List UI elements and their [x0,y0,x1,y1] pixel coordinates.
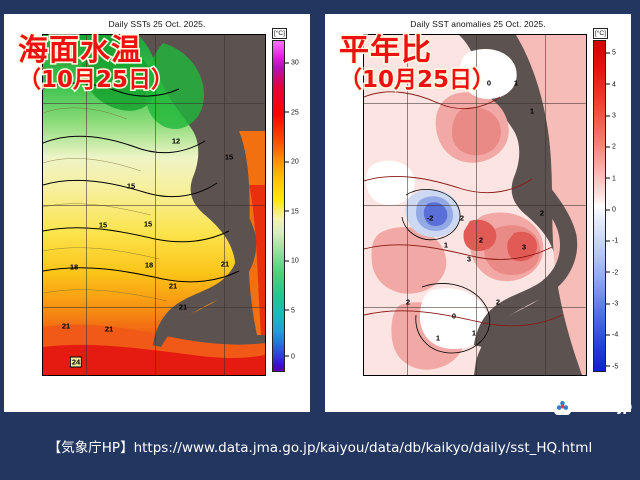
panel-anomaly: Daily SST anomalies 25 Oct. 2025. [325,14,631,412]
source-url-text: 【気象庁HP】https://www.data.jma.go.jp/kaiyou… [47,440,593,456]
cbar-tick-label: 5 [291,307,295,315]
cbar-tick-label: 0 [291,353,295,361]
cbar-tick-label: 3 [612,112,616,120]
anomaly-contour-label: 1 [529,106,535,116]
anomaly-contour-label: 1 [435,333,441,343]
panel-sst-title: Daily SSTs 25 Oct. 2025. [108,19,206,29]
anomaly-contour-label: 0 [486,78,492,88]
anomaly-contour-label: -2 [426,213,434,223]
anomaly-contour-label: 3 [466,254,472,264]
cbar-tick-label: 10 [291,257,299,265]
sst-colorbar-ticks: 30 25 20 15 10 5 0 [285,40,307,370]
anomaly-colorbar-ticks: 5 4 3 2 1 0 -1 -2 -3 -4 -5 [606,40,628,370]
anomaly-contour-label: 2 [495,297,501,307]
sst-contour-label: 21 [61,321,71,331]
anomaly-contour-label: 1 [471,328,477,338]
anomaly-colorbar-gradient [593,40,606,372]
anomaly-contour-label: 3 [521,242,527,252]
cbar-tick-label: 5 [612,49,616,57]
panel-anomaly-title: Daily SST anomalies 25 Oct. 2025. [410,19,546,29]
tenki-logo[interactable]: tenki.jp [553,398,632,415]
sst-map-plot: 45°N 40°N 35°N 130°E 135°E 140°E 12 15 1… [42,34,266,376]
anomaly-contour-label: 2 [478,235,484,245]
anomaly-contour-label: 2 [539,208,545,218]
cbar-tick-label: 2 [612,143,616,151]
cbar-tick-label: -4 [612,331,619,339]
sst-contour-label: 12 [171,136,181,146]
sst-contour-label: 24 [69,356,83,368]
sst-contour-label: 18 [69,262,79,272]
anomaly-contour-label: 1 [443,240,449,250]
cbar-tick-label: 1 [612,175,616,183]
anomaly-map-plot: 45°N 40°N 35°N 130°E 135°E 140°E 0 1 1 1… [363,34,587,376]
sst-colorbar-unit: [°C] [272,28,287,39]
cbar-tick-label: -5 [612,363,619,371]
cbar-tick-label: -1 [612,237,619,245]
maps-container: Daily SSTs 25 Oct. 2025. [0,14,640,414]
sst-colorbar: [°C] 30 25 20 15 10 5 0 [272,28,307,372]
sst-contour-label: 15 [126,181,136,191]
anomaly-contour-label: 0 [451,311,457,321]
cbar-tick-label: 15 [291,208,299,216]
anomaly-colorbar-unit: [°C] [593,28,608,39]
tenki-logo-text: tenki.jp [573,398,632,415]
anomaly-colorbar: [°C] 5 4 3 2 1 0 -1 -2 -3 -4 -5 [593,28,628,372]
cbar-tick-label: -2 [612,269,619,277]
sst-contour-label: 18 [144,260,154,270]
cbar-tick-label: 0 [612,206,616,214]
footer: tenki.jp 【気象庁HP】https://www.data.jma.go.… [0,398,640,480]
sst-contour-label: 21 [104,324,114,334]
sst-contour-label: 21 [168,281,178,291]
anomaly-contour-label: 2 [459,213,465,223]
cbar-tick-label: 30 [291,59,299,67]
sst-contour-label: 15 [224,152,234,162]
sst-colorbar-gradient [272,40,285,372]
cbar-tick-label: 20 [291,158,299,166]
anomaly-contour-label: 2 [405,297,411,307]
sst-contour-label: 21 [178,302,188,312]
anomaly-contour-label: 1 [513,78,519,88]
sst-contour-label: 21 [220,259,230,269]
cbar-tick-label: 25 [291,109,299,117]
cbar-tick-label: 4 [612,81,616,89]
panel-sst: Daily SSTs 25 Oct. 2025. [4,14,310,412]
tenki-flower-icon [553,398,571,415]
cbar-tick-label: -3 [612,300,619,308]
sst-contour-label: 15 [98,220,108,230]
sst-contour-label: 15 [143,219,153,229]
